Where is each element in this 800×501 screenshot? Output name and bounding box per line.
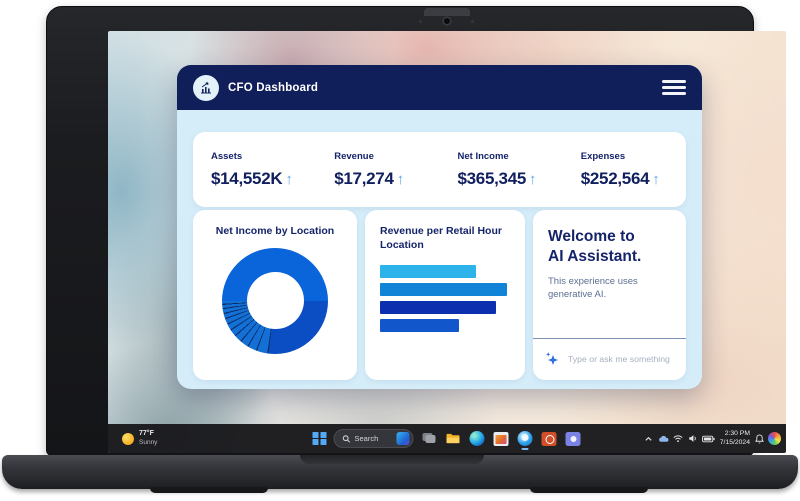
ai-assistant-card: Welcome to AI Assistant. This experience… [533, 210, 686, 380]
store-button[interactable] [493, 430, 510, 447]
copilot-colorful-icon[interactable] [768, 432, 781, 445]
copilot-app-button[interactable] [517, 430, 534, 450]
revenue-per-retail-hour-card: Revenue per Retail Hour Location [365, 210, 525, 380]
dashboard-body: Assets $14,552K ↑ Revenue $17,274 ↑ Net In… [177, 110, 702, 389]
metric-value: $365,345 ↑ [457, 168, 537, 188]
windows-start-button[interactable] [312, 431, 327, 446]
camera-notch [424, 8, 470, 16]
weather-condition: Sunny [139, 438, 158, 446]
cfo-dashboard-window: CFO Dashboard Assets $14,552K ↑ Revenue [177, 65, 702, 389]
laptop-lid-notch [300, 455, 484, 464]
bar-segment-3 [380, 301, 496, 315]
clock-time: 2:30 PM [724, 429, 750, 437]
search-input[interactable]: Search [333, 429, 414, 448]
active-app-indicator [521, 448, 529, 450]
rubber-foot [150, 487, 268, 493]
app-logo-icon [193, 74, 219, 101]
metric-net-income: Net Income $365,345 ↑ [440, 151, 563, 189]
chart-title: Net Income by Location [215, 225, 335, 237]
trend-up-icon: ↑ [529, 170, 537, 188]
task-view-button[interactable] [421, 430, 438, 447]
metric-label: Assets [211, 150, 243, 162]
weather-widget[interactable]: 77°F Sunny [116, 424, 163, 453]
wifi-icon[interactable] [673, 434, 683, 443]
trend-up-icon: ↑ [285, 170, 293, 188]
sun-icon [122, 432, 134, 445]
dashboard-header: CFO Dashboard [177, 65, 702, 110]
bar-segment-2 [380, 283, 508, 297]
metric-assets: Assets $14,552K ↑ [193, 151, 316, 189]
chart-title: Revenue per Retail Hour Location [380, 225, 502, 251]
donut-hole [246, 272, 304, 330]
ir-sensor-icon [419, 20, 422, 23]
taskbar-clock[interactable]: 2:30 PM 7/15/2024 [720, 430, 750, 448]
assistant-subtitle: This experience uses generative AI. [548, 275, 638, 300]
desktop-screen: CFO Dashboard Assets $14,552K ↑ Revenue [108, 31, 786, 453]
bar-segment-4 [380, 319, 460, 333]
metric-value: $14,552K ↑ [211, 168, 293, 188]
bar-segment-1 [380, 265, 477, 279]
assistant-input[interactable]: Type or ask me something [544, 348, 676, 370]
page-title: CFO Dashboard [228, 81, 319, 94]
horizontal-bar-chart [380, 265, 510, 333]
file-explorer-button[interactable] [445, 430, 462, 447]
donut-chart [222, 247, 328, 354]
widgets-row: Net Income by Location Revenue per Retai… [177, 210, 702, 380]
sparkle-icon [546, 352, 558, 365]
metric-label: Revenue [334, 150, 374, 162]
laptop-base [2, 455, 798, 493]
powerpoint-button[interactable] [541, 430, 558, 447]
search-icon [342, 434, 351, 443]
copilot-icon [517, 431, 533, 446]
assistant-title: Welcome to AI Assistant. [548, 228, 642, 265]
volume-icon[interactable] [688, 434, 698, 443]
battery-icon[interactable] [702, 435, 715, 443]
trend-up-icon: ↑ [652, 170, 660, 188]
weather-temperature: 77°F [139, 430, 154, 438]
edge-icon [469, 431, 485, 446]
metric-revenue: Revenue $17,274 ↑ [316, 151, 439, 189]
folder-icon [446, 433, 460, 444]
taskbar: 77°F Sunny Search [108, 424, 786, 453]
search-highlights-icon [396, 432, 410, 445]
net-income-by-location-card: Net Income by Location [193, 210, 357, 380]
rubber-foot [530, 487, 648, 493]
webcam-icon [444, 18, 450, 24]
divider [533, 338, 686, 339]
metric-expenses: Expenses $252,564 ↑ [563, 151, 686, 189]
metric-value: $17,274 ↑ [334, 168, 405, 188]
laptop-lid: CFO Dashboard Assets $14,552K ↑ Revenue [46, 6, 786, 456]
hidden-icons-chevron-icon[interactable] [644, 435, 653, 443]
clock-date: 7/15/2024 [719, 438, 750, 446]
edge-browser-button[interactable] [469, 430, 486, 447]
onedrive-icon[interactable] [658, 435, 669, 443]
metric-label: Net Income [457, 150, 509, 162]
ir-sensor-icon [471, 20, 474, 23]
store-icon [493, 431, 509, 446]
search-placeholder: Search [354, 434, 379, 443]
teams-button[interactable] [565, 430, 582, 447]
metric-value: $252,564 ↑ [580, 168, 660, 188]
powerpoint-icon [541, 431, 557, 446]
input-placeholder: Type or ask me something [568, 354, 670, 364]
system-tray: 2:30 PM 7/15/2024 [644, 424, 781, 453]
hamburger-menu-icon[interactable] [662, 77, 686, 99]
trend-up-icon: ↑ [396, 170, 405, 188]
kpi-metrics-card: Assets $14,552K ↑ Revenue $17,274 ↑ Net In… [193, 132, 686, 207]
teams-icon [565, 431, 581, 446]
taskbar-center: Search [312, 424, 582, 453]
metric-label: Expenses [580, 150, 626, 162]
notification-bell-icon[interactable] [754, 433, 764, 444]
